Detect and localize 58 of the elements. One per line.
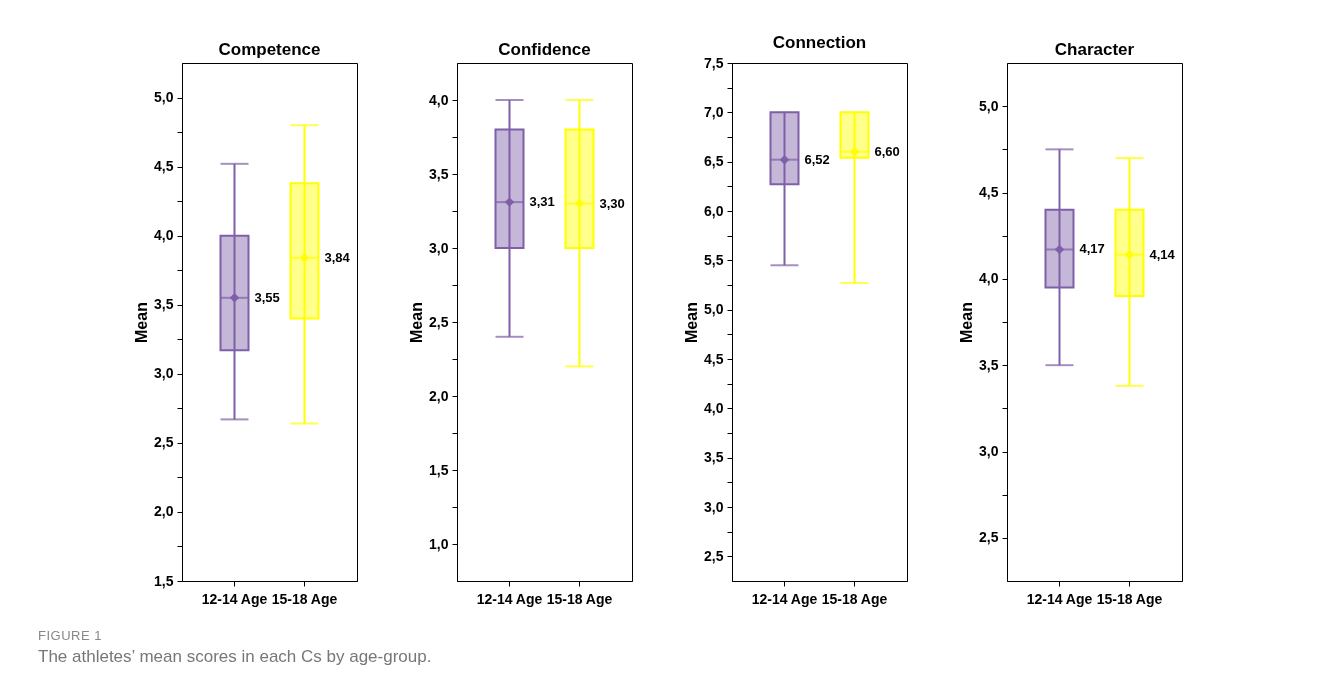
y-tick-label: 3,5 — [429, 165, 449, 182]
text: 3,55 — [254, 289, 280, 305]
y-tick-label: 5,5 — [704, 251, 724, 268]
text: 3,31 — [529, 194, 555, 210]
y-tick-label: 4,0 — [154, 227, 174, 244]
y-tick-label: 3,0 — [979, 443, 999, 459]
y-tick-label: 4,0 — [979, 270, 999, 287]
y-tick-label: 3,5 — [979, 356, 999, 373]
text: 6,52 — [804, 151, 830, 167]
y-tick-label: 5,0 — [704, 301, 724, 318]
y-tick-label: 3,0 — [154, 365, 174, 382]
y-tick-label: 3,5 — [704, 449, 724, 466]
chart-title: Competence — [218, 40, 321, 59]
y-tick-label: 1,5 — [154, 572, 174, 589]
y-tick-label: 3,0 — [429, 239, 449, 256]
chart-title: Character — [1054, 40, 1135, 59]
chart-title: Confidence — [498, 40, 591, 59]
y-tick-label: 5,0 — [979, 97, 999, 114]
y-tick-label: 4,0 — [429, 91, 449, 108]
y-tick-label: 4,5 — [704, 350, 724, 367]
text: 3,84 — [324, 249, 350, 265]
y-axis-title: Mean — [683, 302, 701, 343]
y-tick-label: 6,0 — [704, 202, 724, 219]
y-axis-title: Mean — [408, 302, 426, 343]
y-tick-label: 4,5 — [154, 158, 174, 175]
y-tick-label: 6,5 — [704, 153, 724, 170]
y-axis-title: Mean — [958, 302, 976, 343]
y-tick-label: 2,5 — [704, 547, 724, 564]
x-tick-label: 12-14 Age — [1026, 590, 1093, 607]
y-tick-label: 5,0 — [154, 89, 174, 106]
x-tick-label: 15-18 Age — [1096, 590, 1163, 607]
y-tick-label: 4,5 — [979, 184, 999, 200]
x-tick-label: 15-18 Age — [821, 590, 888, 607]
y-tick-label: 7,5 — [704, 54, 724, 71]
y-tick-label: 1,5 — [429, 461, 449, 478]
y-tick-label: 2,5 — [429, 313, 449, 330]
y-tick-label: 2,5 — [979, 529, 999, 546]
caption: FIGURE 1 — [38, 628, 103, 643]
chart-title: Connection — [772, 33, 867, 52]
text: The athletes’ mean scores in each Cs by age-group. — [38, 647, 432, 667]
y-axis-title: Mean — [133, 302, 151, 343]
x-tick-label: 15-18 Age — [271, 590, 338, 607]
y-tick-label: 2,0 — [429, 387, 449, 404]
y-tick-label: 7,0 — [704, 103, 724, 120]
y-tick-label: 3,5 — [154, 296, 174, 313]
text: 4,17 — [1079, 241, 1105, 257]
x-tick-label: 12-14 Age — [476, 590, 543, 607]
x-tick-label: 12-14 Age — [751, 590, 818, 607]
y-tick-label: 2,5 — [154, 434, 174, 451]
y-tick-label: 1,0 — [429, 535, 449, 552]
y-tick-label: 4,0 — [704, 399, 724, 416]
text: 4,14 — [1149, 246, 1175, 262]
text: 3,30 — [599, 195, 625, 211]
text: 6,60 — [874, 143, 900, 159]
x-tick-label: 12-14 Age — [201, 590, 268, 607]
y-tick-label: 3,0 — [704, 498, 724, 515]
y-tick-label: 2,0 — [154, 503, 174, 520]
x-tick-label: 15-18 Age — [546, 590, 613, 607]
